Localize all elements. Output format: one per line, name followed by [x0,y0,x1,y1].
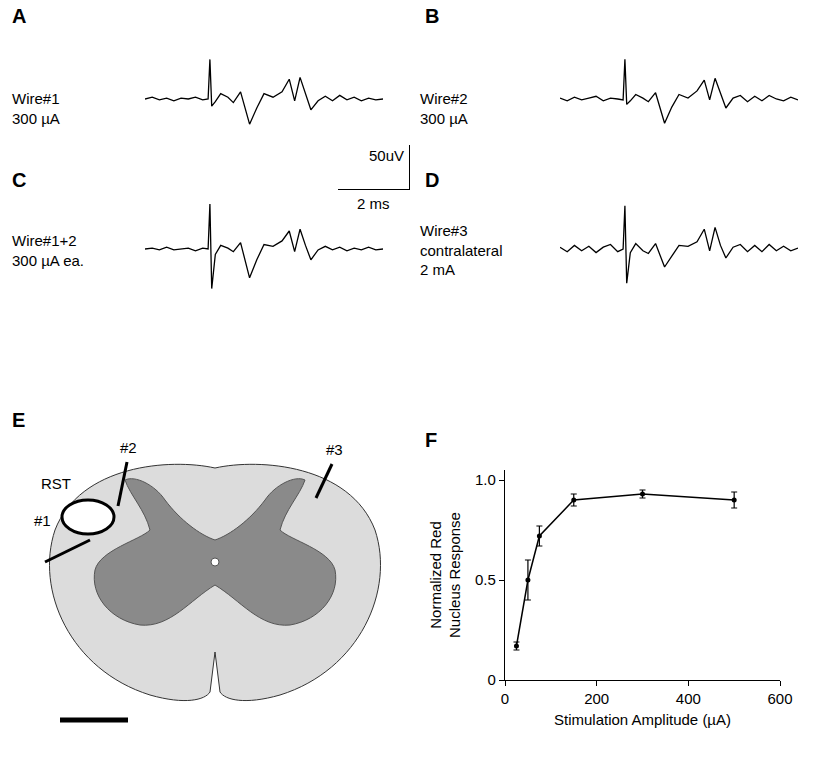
svg-text:E: E [12,409,25,431]
svg-text:#3: #3 [326,441,343,458]
svg-text:Wire#1+2300 µA ea.: Wire#1+2300 µA ea. [12,232,84,269]
svg-text:Wire#2300 µA: Wire#2300 µA [420,90,468,127]
svg-text:50uV: 50uV [369,147,404,164]
svg-text:200: 200 [584,690,609,707]
svg-text:1.0: 1.0 [475,471,496,488]
svg-text:RST: RST [41,475,71,492]
svg-text:#1: #1 [34,512,51,529]
svg-text:400: 400 [676,690,701,707]
svg-text:Normalized RedNucleus Response: Normalized RedNucleus Response [427,512,464,638]
svg-text:D: D [425,169,439,191]
svg-text:0: 0 [487,671,495,688]
svg-text:A: A [12,5,26,27]
svg-text:600: 600 [767,690,792,707]
svg-text:#2: #2 [120,439,137,456]
svg-text:B: B [425,5,439,27]
svg-text:0: 0 [501,690,509,707]
svg-text:Wire#1300 µA: Wire#1300 µA [12,90,60,127]
svg-text:Stimulation Amplitude (µA): Stimulation Amplitude (µA) [554,711,731,728]
svg-text:0.5: 0.5 [475,571,496,588]
svg-text:2 ms: 2 ms [357,195,390,212]
svg-text:Wire#3contralateral2 mA: Wire#3contralateral2 mA [420,222,503,278]
svg-text:C: C [12,169,26,191]
svg-text:F: F [425,429,437,451]
